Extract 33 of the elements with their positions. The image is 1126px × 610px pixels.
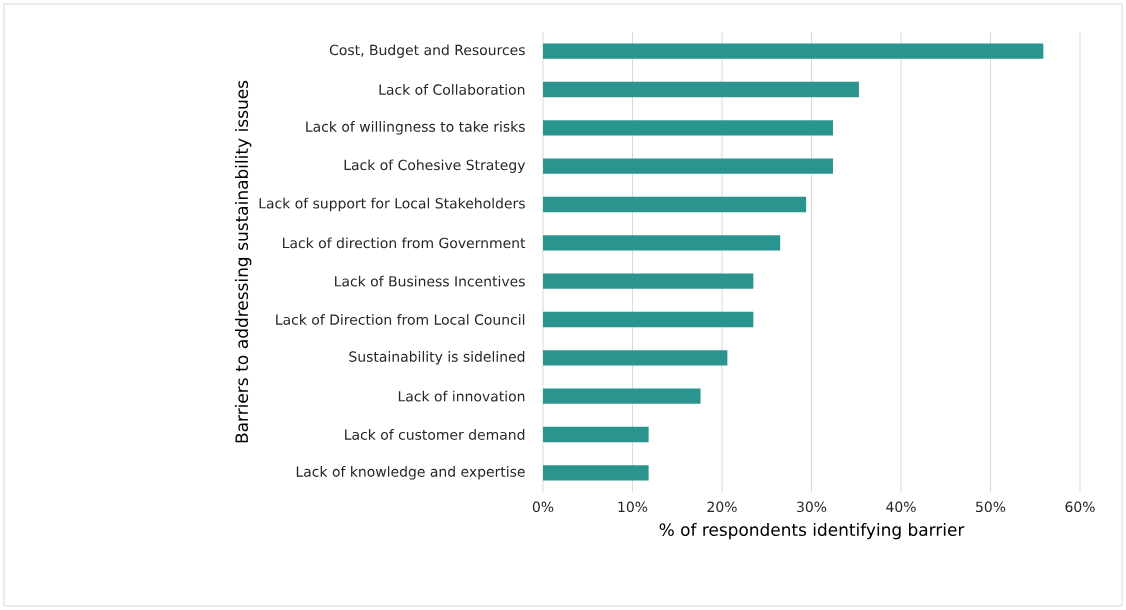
y-tick-label: Lack of Cohesive Strategy [344,159,526,173]
y-tick-label: Lack of knowledge and expertise [296,466,525,480]
x-axis-title: % of respondents identifying barrier [659,522,965,540]
y-tick-label: Lack of direction from Government [283,237,526,249]
x-tick-label: 10% [618,501,648,513]
bar [543,43,1044,59]
x-tick-label: 30% [797,501,827,513]
bar [543,388,701,404]
y-tick-label: Lack of willingness to take risks [306,121,525,135]
bar [543,120,833,136]
y-tick-label: Lack of Business Incentives [335,275,525,287]
x-tick-label: 60% [1065,501,1095,513]
x-tick-label: 20% [707,501,737,513]
y-tick-label: Lack of customer demand [345,429,525,440]
y-tick-label: Sustainability is sidelined [349,351,525,365]
bar [543,81,859,98]
bar [543,273,754,289]
y-tick-label: Cost, Budget and Resources [329,44,525,58]
bar [543,196,807,213]
x-tick-label: 40% [886,501,916,513]
bar [543,235,781,251]
y-tick-label: Lack of innovation [398,390,525,402]
x-tick-label: 0% [532,501,554,513]
bar [543,311,754,328]
y-tick-label: Lack of Collaboration [379,84,525,95]
y-tick-label: Lack of Direction from Local Council [276,314,525,325]
bar [543,426,649,443]
y-tick-label: Lack of support for Local Stakeholders [259,197,525,212]
bar [543,158,833,174]
x-tick-label: 50% [976,501,1006,513]
y-axis-title: Barriers to addressing sustainability issues [234,80,252,443]
bar [543,350,728,366]
bar [543,465,649,481]
